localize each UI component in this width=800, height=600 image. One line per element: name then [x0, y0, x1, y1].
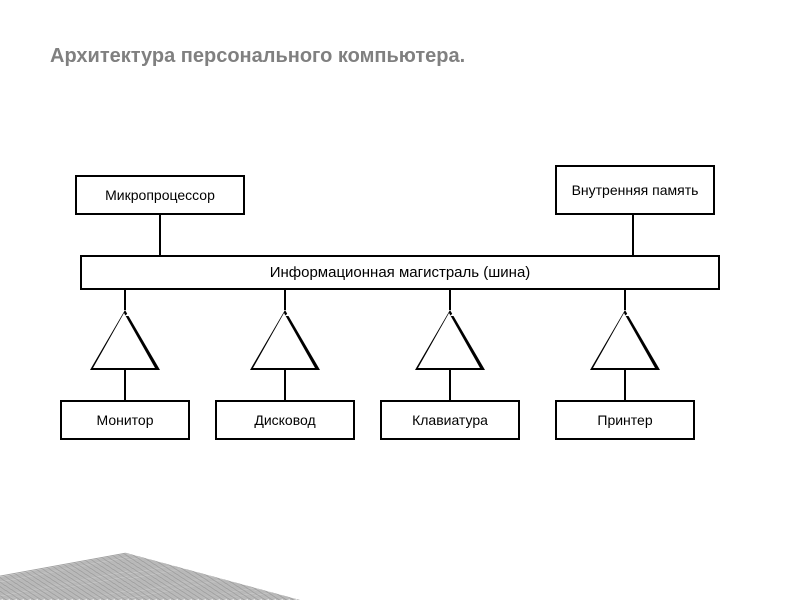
box-printer-label: Принтер: [597, 412, 652, 429]
box-drive: Дисковод: [215, 400, 355, 440]
box-drive-label: Дисковод: [254, 412, 315, 429]
triangle-icon: [415, 310, 485, 370]
connector-line: [124, 290, 126, 310]
box-memory: Внутренняя память: [555, 165, 715, 215]
connector-line: [284, 290, 286, 310]
box-cpu: Микропроцессор: [75, 175, 245, 215]
connector-line: [624, 290, 626, 310]
box-cpu-label: Микропроцессор: [105, 187, 215, 204]
box-bus: Информационная магистраль (шина): [80, 255, 720, 290]
connector-line: [159, 215, 161, 255]
box-memory-label: Внутренняя память: [572, 182, 699, 199]
connector-line: [632, 215, 634, 255]
box-keyboard: Клавиатура: [380, 400, 520, 440]
page-title: Архитектура персонального компьютера.: [50, 45, 465, 68]
connector-line: [624, 370, 626, 400]
triangle-icon: [90, 310, 160, 370]
triangle-icon: [590, 310, 660, 370]
connector-line: [449, 370, 451, 400]
connector-line: [284, 370, 286, 400]
triangle-icon: [250, 310, 320, 370]
hatch-decoration: [0, 470, 320, 600]
box-bus-label: Информационная магистраль (шина): [270, 264, 531, 282]
box-monitor-label: Монитор: [97, 412, 154, 429]
box-printer: Принтер: [555, 400, 695, 440]
diagram-container: { "title": { "text": "Архитектура персон…: [0, 0, 800, 600]
connector-line: [124, 370, 126, 400]
connector-line: [449, 290, 451, 310]
box-monitor: Монитор: [60, 400, 190, 440]
box-keyboard-label: Клавиатура: [412, 412, 488, 429]
